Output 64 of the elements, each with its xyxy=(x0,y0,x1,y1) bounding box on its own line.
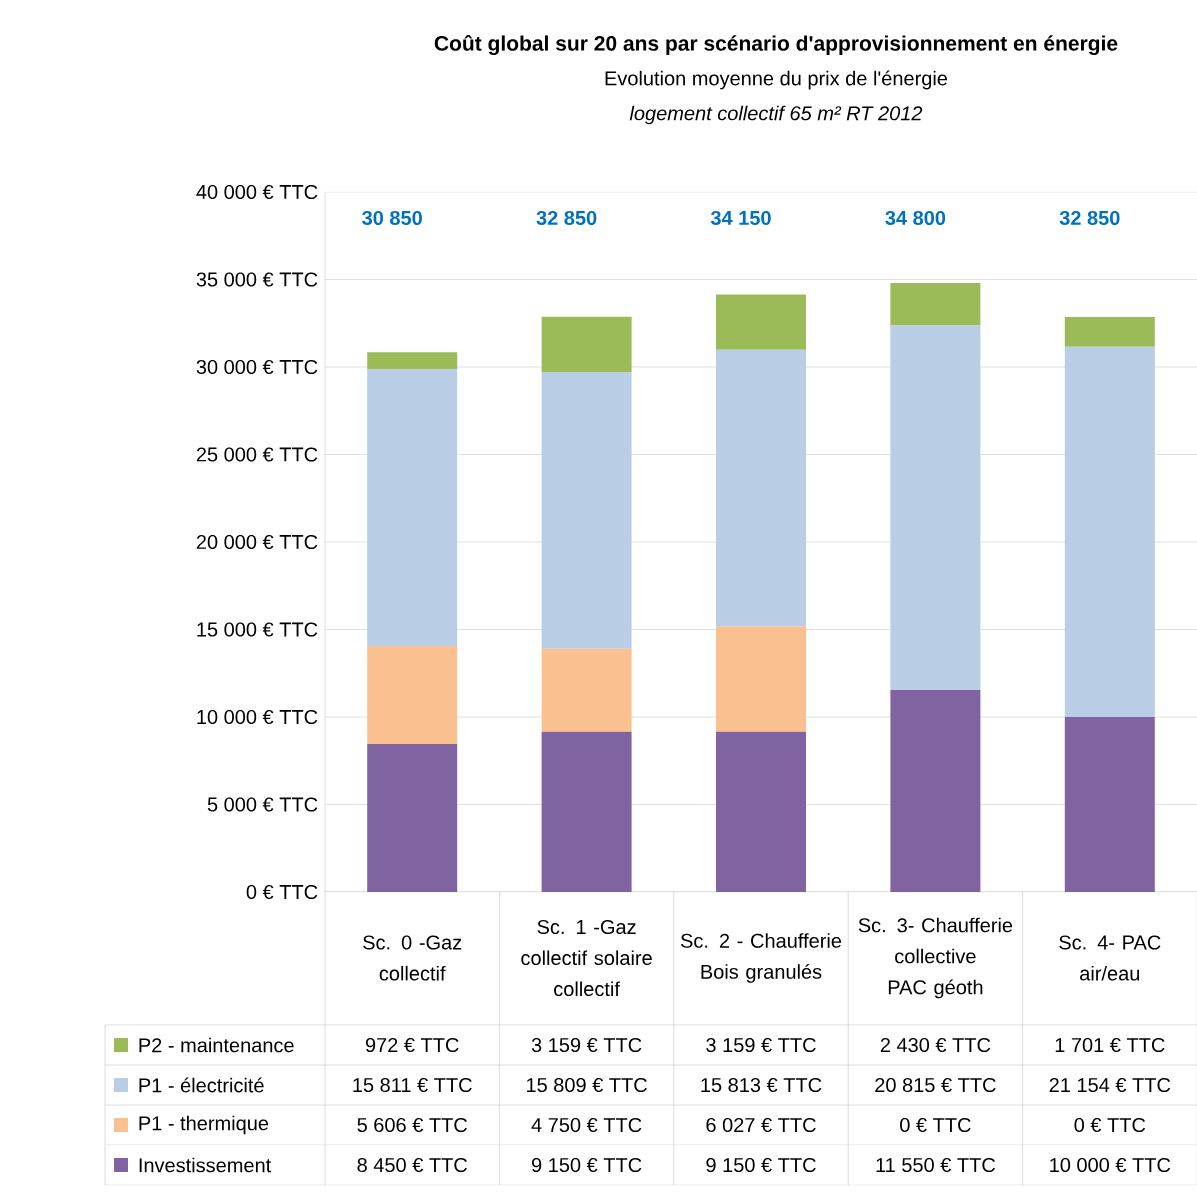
annotation: 34 150 xyxy=(710,210,771,226)
legend-label: Investissement xyxy=(139,1157,272,1173)
bar xyxy=(716,294,806,350)
data-label: 5 606 € TTC xyxy=(357,1117,467,1133)
bar xyxy=(541,648,632,732)
data-label: 972 € TTC xyxy=(365,1037,459,1053)
y-tick-label: 20 000 € TTC xyxy=(196,534,318,550)
legend-label: P1 - électricité xyxy=(139,1077,264,1093)
data-label: 9 150 € TTC xyxy=(706,1157,816,1173)
data-label: 1 701 € TTC xyxy=(1055,1037,1165,1053)
y-tick-label: 30 000 € TTC xyxy=(196,359,318,375)
chart-title: Coût global sur 20 ans par scénario d'approvisionnement en énergie xyxy=(434,34,1118,56)
y-tick-label: 40 000 € TTC xyxy=(196,184,318,200)
bar xyxy=(1064,346,1155,717)
annotation: 32 850 xyxy=(1059,210,1120,226)
y-tick-label: 10 000 € TTC xyxy=(197,709,318,725)
bar xyxy=(890,283,981,326)
data-label: 0 € TTC xyxy=(900,1117,971,1133)
data-label: 20 815 € TTC xyxy=(875,1077,996,1093)
data-label: 10 000 € TTC xyxy=(1050,1157,1171,1173)
annotation: 32 850 xyxy=(536,210,597,226)
data-label: 21 154 € TTC xyxy=(1049,1077,1171,1093)
bar xyxy=(716,349,806,627)
annotation: 34 800 xyxy=(885,210,946,226)
data-label: 15 809 € TTC xyxy=(526,1077,647,1093)
x-tick-label: Sc. 1 -Gaz collectif solaire collectif xyxy=(521,919,652,997)
bar xyxy=(541,372,632,649)
y-tick-label: 35 000 € TTC xyxy=(196,272,318,287)
bar xyxy=(890,325,981,690)
y-tick-label: 25 000 € TTC xyxy=(196,447,318,462)
x-tick-label: Sc. 2 - Chaufferie Bois granulés xyxy=(680,933,842,983)
bar xyxy=(541,731,632,892)
bar xyxy=(1064,317,1155,347)
data-label: 15 813 € TTC xyxy=(701,1077,822,1093)
y-tick-label: 15 000 € TTC xyxy=(197,622,318,637)
bar xyxy=(367,646,458,745)
chart-subtitle: Evolution moyenne du prix de l'énergie xyxy=(605,70,948,90)
legend-label: P2 - maintenance xyxy=(139,1037,294,1053)
y-tick-label: 5 000 € TTC xyxy=(207,797,318,812)
data-label: 0 € TTC xyxy=(1074,1117,1146,1133)
data-label: 3 159 € TTC xyxy=(706,1037,816,1053)
data-label: 9 150 € TTC xyxy=(531,1157,642,1173)
data-label: 2 430 € TTC xyxy=(880,1037,991,1053)
data-label: 6 027 € TTC xyxy=(706,1117,816,1133)
bar xyxy=(716,626,806,732)
bar xyxy=(367,352,458,370)
text: logement collectif 65 m² RT 2012 xyxy=(629,105,923,125)
bar xyxy=(890,689,981,892)
data-label: 4 750 € TTC xyxy=(531,1117,642,1133)
legend-label: P1 - thermique xyxy=(139,1115,269,1135)
data-label: 3 159 € TTC xyxy=(531,1037,642,1053)
bar xyxy=(367,744,458,892)
x-tick-label: Sc. 3- Chaufferie collective PAC géoth xyxy=(858,917,1013,999)
bar xyxy=(367,369,458,647)
annotation: 30 850 xyxy=(362,210,422,226)
bar xyxy=(541,316,632,373)
data-label: 11 550 € TTC xyxy=(876,1157,996,1173)
x-tick-label: Sc. 4- PAC air/eau xyxy=(1059,935,1161,981)
data-label: 15 811 € TTC xyxy=(353,1077,472,1093)
x-tick-label: Sc. 0 -Gaz collectif xyxy=(363,935,462,981)
bar xyxy=(1064,716,1155,892)
bar xyxy=(716,731,806,892)
data-label: 8 450 € TTC xyxy=(357,1157,467,1173)
y-tick-label: 0 € TTC xyxy=(246,884,318,900)
